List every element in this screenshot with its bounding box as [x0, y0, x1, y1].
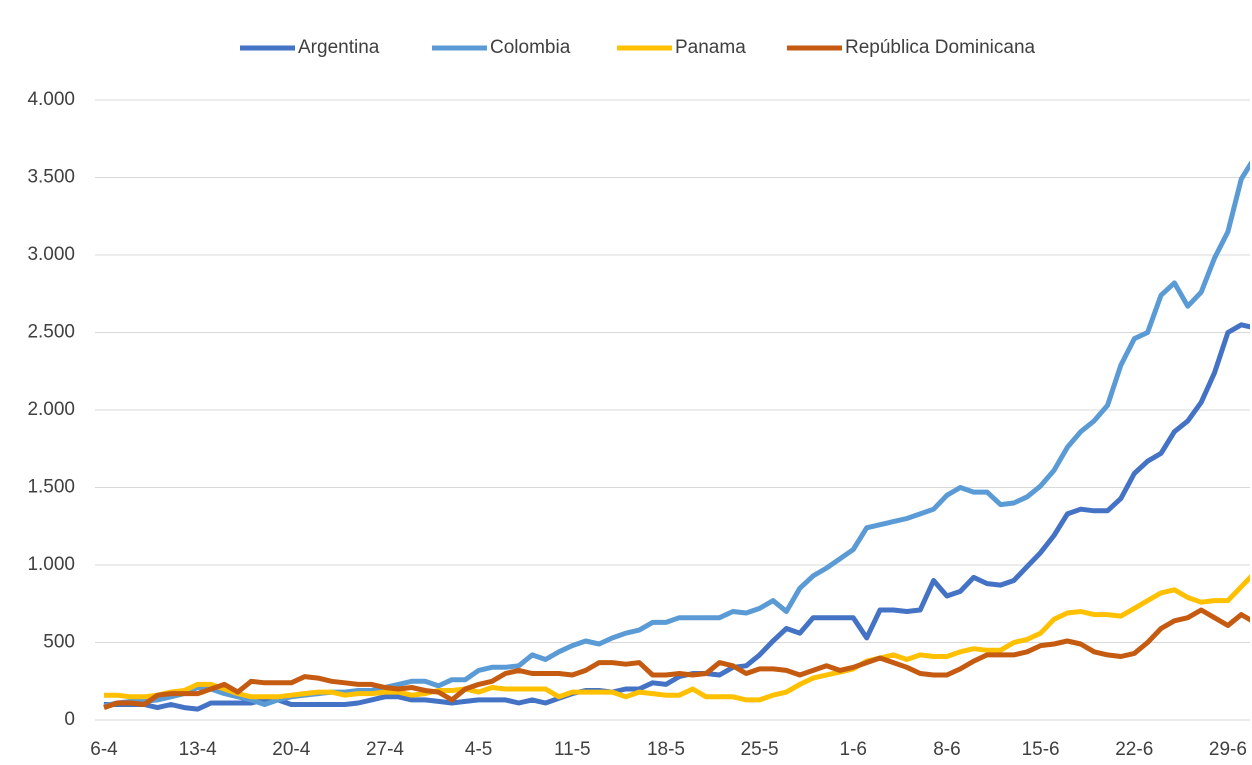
x-tick-label: 20-4	[272, 739, 310, 760]
x-tick-label: 4-5	[465, 739, 492, 760]
y-tick-label: 3.000	[27, 244, 75, 265]
y-tick-label: 0	[64, 709, 75, 730]
legend-label: República Dominicana	[845, 37, 1036, 58]
data-line	[103, 607, 1250, 710]
data-line	[103, 160, 1250, 709]
x-tick-label: 29-6	[1209, 739, 1247, 760]
x-tick-label: 27-4	[366, 739, 404, 760]
plot-area	[103, 160, 1250, 712]
legend-label: Argentina	[298, 37, 380, 58]
data-line	[104, 574, 1250, 703]
x-tick-label: 15-6	[1022, 739, 1060, 760]
x-tick-label: 8-6	[933, 739, 960, 760]
x-tick-label: 22-6	[1115, 739, 1153, 760]
legend-label: Colombia	[490, 37, 571, 58]
y-tick-label: 3.500	[27, 167, 75, 188]
y-tick-label: 4.000	[27, 89, 75, 110]
data-line	[104, 322, 1250, 712]
y-tick-label: 2.000	[27, 399, 75, 420]
x-tick-label: 1-6	[840, 739, 867, 760]
y-tick-label: 2.500	[27, 322, 75, 343]
y-tick-label: 1.500	[27, 477, 75, 498]
x-tick-label: 11-5	[554, 739, 591, 760]
x-tick-label: 6-4	[90, 739, 118, 760]
x-tick-label: 18-5	[647, 739, 685, 760]
legend-label: Panama	[675, 37, 746, 58]
x-tick-label: 13-4	[179, 739, 217, 760]
y-tick-label: 1.000	[27, 554, 75, 575]
y-tick-label: 500	[43, 632, 75, 653]
x-tick-label: 25-5	[741, 739, 779, 760]
